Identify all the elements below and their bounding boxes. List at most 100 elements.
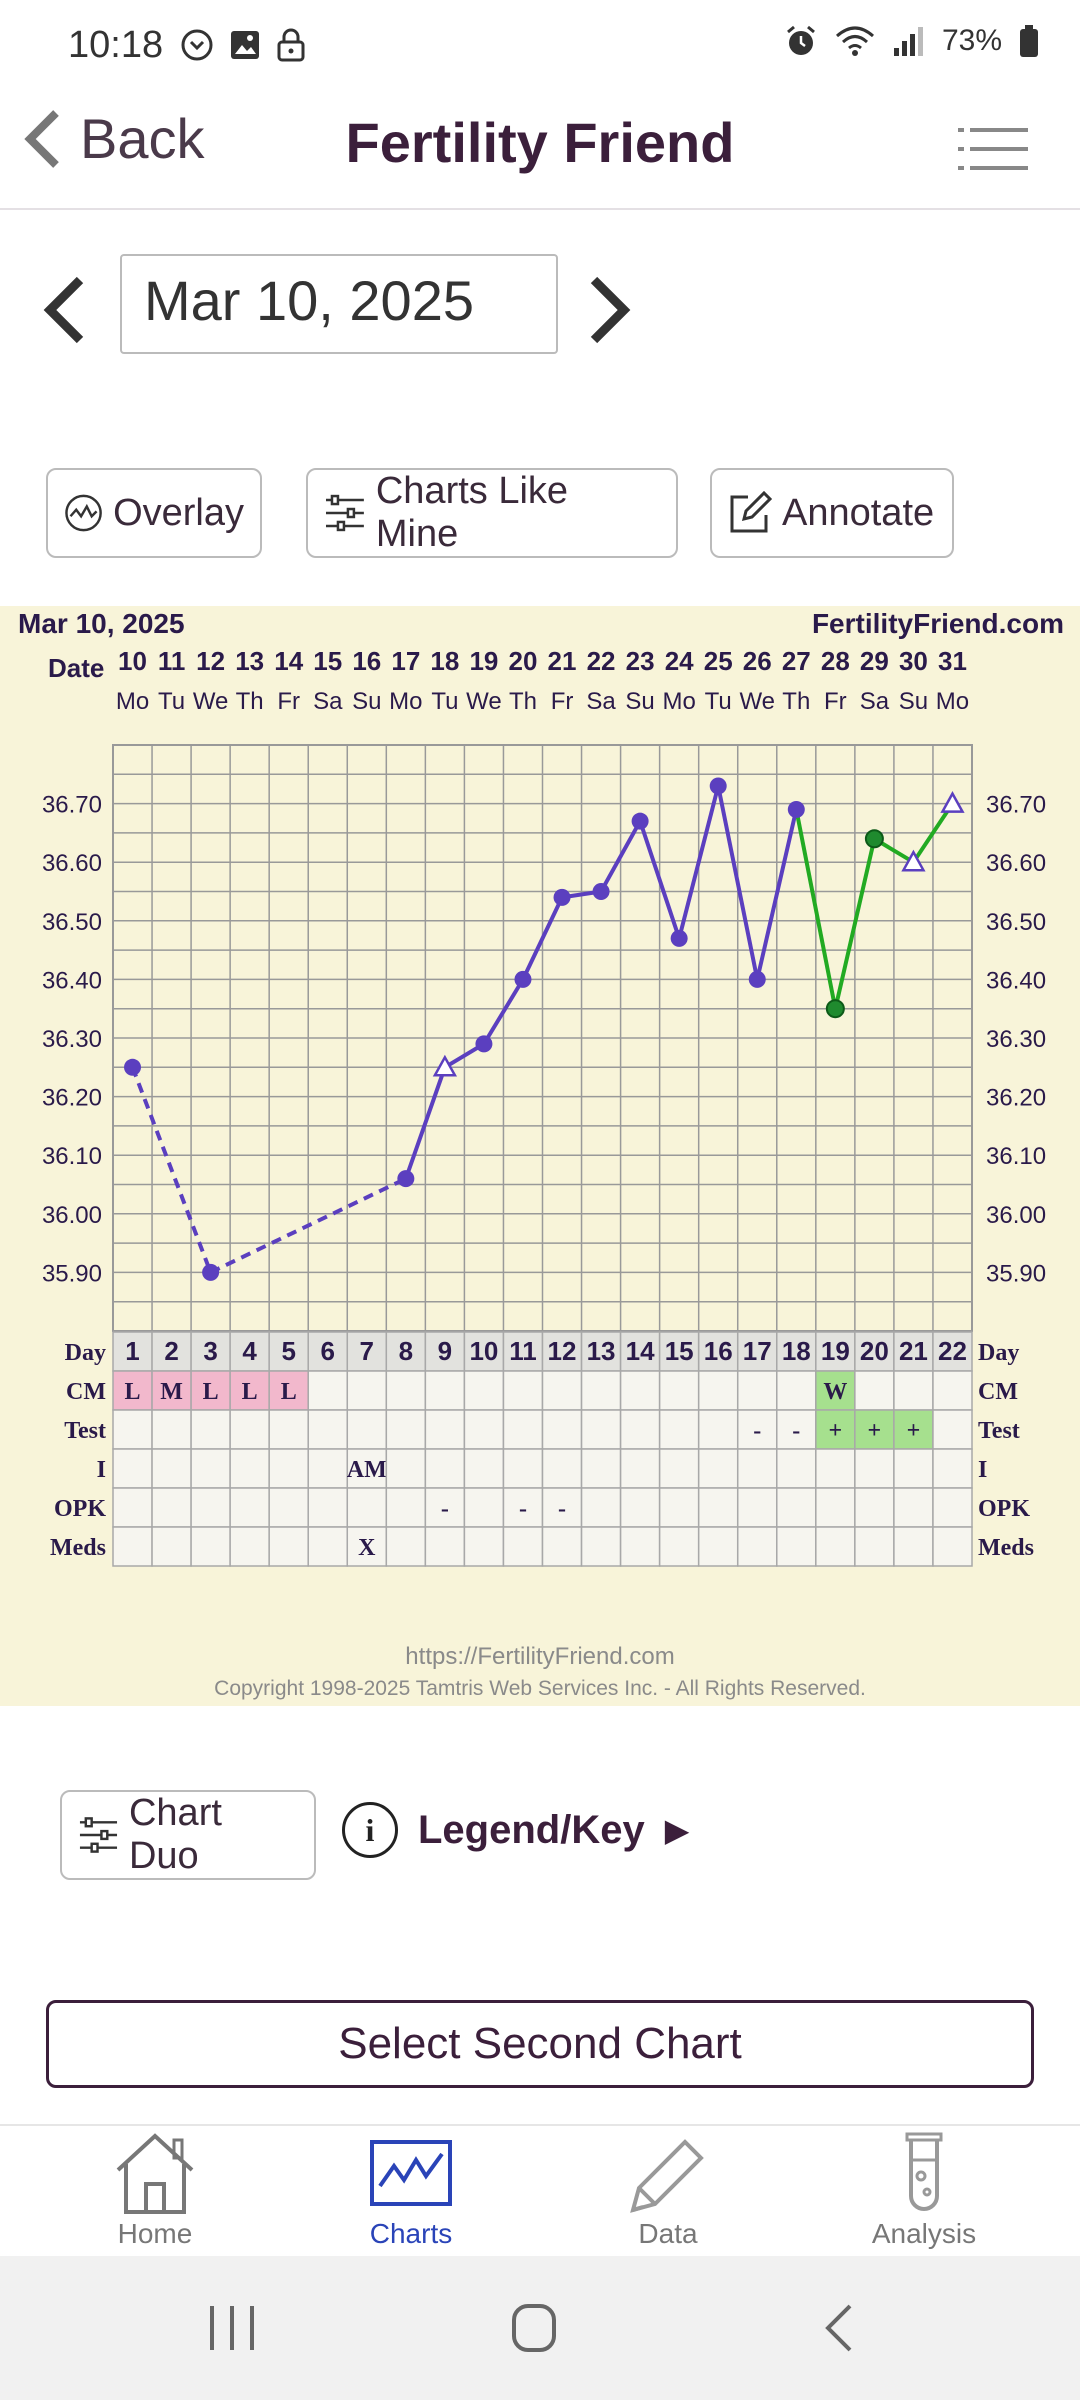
date-tick: 12 [196,646,225,676]
day-cell [190,1331,231,1372]
row-cell [776,1370,817,1411]
charts-like-mine-label: Charts Like Mine [375,470,569,555]
row-cell [385,1487,427,1528]
lock-icon [277,28,305,62]
row-cell-value: + [868,1418,882,1444]
row-cell [658,1370,700,1411]
overlay-icon [65,494,102,532]
row-cell [151,1448,192,1489]
row-cell [658,1487,700,1528]
date-tick: 20 [509,646,538,676]
row-cell [854,1370,895,1411]
date-field[interactable]: Mar 10, 2025 [120,254,558,354]
back-icon[interactable] [800,2296,880,2360]
nav-item-data[interactable]: Data [568,2130,768,2254]
row-cell-value: W [823,1379,847,1405]
row-cell [815,1448,856,1489]
overlay-button[interactable]: Overlay [46,468,262,558]
row-cell [932,1526,973,1567]
legend-key-link[interactable]: i Legend/Key ▶ [342,1802,689,1858]
row-cell [619,1448,661,1489]
row-cell-value: - [792,1418,800,1444]
row-label-right: CM [978,1379,1018,1405]
row-cell [541,1487,583,1528]
home-circle-icon[interactable] [494,2296,574,2360]
y-tick-right: 36.70 [986,792,1046,819]
date-tick: 28 [821,646,850,676]
row-cell [424,1370,466,1411]
back-label: Back [80,107,205,170]
row-cell [463,1448,505,1489]
cycle-day-tick: 13 [587,1336,616,1366]
row-cell [893,1409,934,1450]
back-button[interactable]: Back [22,106,205,171]
row-cell-value: L [125,1379,141,1405]
row-cell [932,1487,973,1528]
row-cell [112,1526,153,1567]
row-cell [229,1487,270,1528]
row-cell [307,1409,349,1450]
nav-item-analysis[interactable]: Analysis [824,2130,1024,2254]
overlay-label: Overlay [113,491,244,534]
home-icon [116,2133,194,2214]
chart-duo-button[interactable]: Chart Duo [60,1790,316,1880]
row-cell [658,1448,700,1489]
temperature-point [475,1035,493,1053]
temperature-point-triangle [901,849,926,872]
y-tick-right: 36.00 [986,1202,1046,1229]
annotate-button[interactable]: Annotate [710,468,954,558]
temperature-point [748,970,766,988]
row-label-right: OPK [978,1496,1030,1522]
temperature-line-segment [599,820,642,893]
weekday-tick: Th [236,688,264,715]
temperature-line-segment [209,1176,407,1275]
row-label-left: Meds [50,1535,106,1561]
date-navigator: Mar 10, 2025 [0,254,1080,356]
temperature-line-segment [716,785,760,980]
next-date-button[interactable] [584,274,636,346]
y-tick-right: 35.90 [986,1260,1046,1287]
page-title: Fertility Friend [345,111,735,174]
date-tick: 15 [313,646,342,676]
weekday-tick: Th [509,688,537,715]
row-cell [658,1409,700,1450]
cycle-day-tick: 5 [281,1336,295,1366]
weekday-tick: Mo [936,688,969,715]
temperature-point [709,777,727,795]
recent-apps-icon[interactable] [192,2296,272,2360]
nav-item-home[interactable]: Home [55,2130,255,2254]
temperature-line-segment [130,1066,213,1274]
previous-date-button[interactable] [38,274,90,346]
charts-like-mine-button[interactable]: Charts Like Mine [306,468,678,558]
row-cell [307,1487,349,1528]
cycle-day-tick: 8 [399,1336,413,1366]
date-tick: 13 [235,646,264,676]
cycle-day-tick: 10 [469,1336,498,1366]
cycle-day-tick: 6 [321,1336,335,1366]
weekday-tick: Sa [860,688,890,715]
nav-item-charts[interactable]: Charts [311,2130,511,2254]
row-cell [190,1526,231,1567]
row-cell [112,1487,153,1528]
row-cell-value: L [203,1379,219,1405]
battery-icon [1020,25,1038,57]
row-cell [541,1526,583,1567]
weekday-tick: Su [899,688,928,715]
row-cell [346,1448,388,1489]
row-cell [229,1526,270,1567]
row-cell [385,1526,427,1567]
y-tick-right: 36.10 [986,1143,1046,1170]
row-label-right: Test [978,1418,1020,1444]
temperature-line-segment [755,809,799,980]
temperature-line-segment [482,978,525,1045]
row-cell [385,1409,427,1450]
cycle-day-tick: 1 [125,1336,139,1366]
weekday-tick: We [739,688,775,715]
row-label-left: OPK [54,1496,106,1522]
row-cell [658,1526,700,1567]
row-cell [229,1448,270,1489]
select-second-chart-button[interactable]: Select Second Chart [46,2000,1034,2088]
cycle-day-tick: 2 [164,1336,178,1366]
menu-list-icon[interactable] [958,124,1028,174]
status-time: 10:18 [68,24,164,66]
